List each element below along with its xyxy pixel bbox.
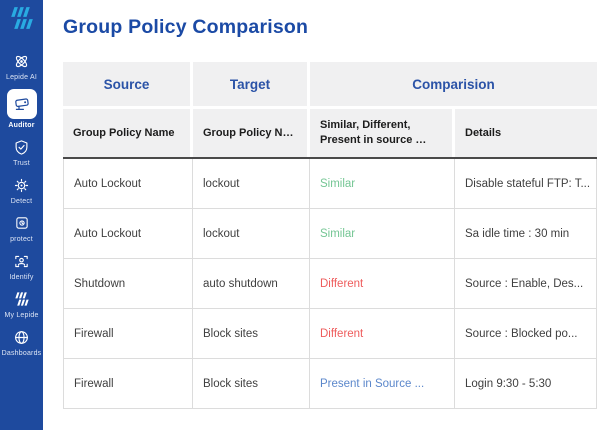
sidebar-item-label: Lepide AI	[6, 74, 37, 81]
sidebar-item-label: Auditor	[8, 122, 35, 129]
sidebar-item-label: Dashboards	[1, 350, 42, 357]
cell-details: Source : Enable, Des...	[455, 259, 597, 309]
cell-source-policy-name: Auto Lockout	[63, 159, 193, 209]
sidebar-item-lepide-ai[interactable]: Lepide AI	[0, 51, 43, 81]
table-row[interactable]: Auto Lockout lockout Similar Sa idle time :…	[63, 209, 597, 259]
column-header-group-policy-n-: Group Policy N…	[193, 109, 310, 157]
group-header-comparision: Comparision	[310, 62, 597, 106]
cell-target-policy-name: Block sites	[193, 359, 310, 409]
cell-target-policy-name: lockout	[193, 159, 310, 209]
comparison-table: Source Target Comparision Group Policy Nam…	[63, 62, 597, 409]
cell-comparison-status: Present in Source ...	[310, 359, 455, 409]
sidebar-item-detect[interactable]: Detect	[0, 175, 43, 205]
group-header-target: Target	[193, 62, 310, 106]
sidebar-item-dashboards[interactable]: Dashboards	[0, 327, 43, 357]
sidebar: Lepide AI Auditor Trust Detect protect	[0, 0, 43, 430]
sidebar-item-label: Trust	[13, 160, 30, 167]
column-header-group-policy-name: Group Policy Name	[63, 109, 193, 157]
sidebar-item-label: My Lepide	[4, 312, 39, 319]
sidebar-item-trust[interactable]: Trust	[0, 137, 43, 167]
sidebar-item-label: protect	[10, 236, 33, 243]
sidebar-item-identify[interactable]: Identify	[0, 251, 43, 281]
cell-source-policy-name: Firewall	[63, 359, 193, 409]
cell-details: Source : Blocked po...	[455, 309, 597, 359]
cell-target-policy-name: Block sites	[193, 309, 310, 359]
cell-comparison-status: Similar	[310, 159, 455, 209]
camera-icon	[6, 89, 37, 119]
vault-icon	[12, 213, 32, 233]
sidebar-item-label: Detect	[10, 198, 33, 205]
table-column-header-row: Group Policy Name Group Policy N… Similar,…	[63, 109, 597, 159]
globe-icon	[12, 327, 32, 347]
cell-comparison-status: Similar	[310, 209, 455, 259]
table-group-header-row: Source Target Comparision	[63, 62, 597, 106]
atom-icon	[12, 51, 32, 71]
cell-source-policy-name: Shutdown	[63, 259, 193, 309]
table-row[interactable]: Shutdown auto shutdown Different Source : E…	[63, 259, 597, 309]
table-body: Auto Lockout lockout Similar Disable statef…	[63, 159, 597, 409]
table-row[interactable]: Firewall Block sites Different Source : Blo…	[63, 309, 597, 359]
column-header-similar-different-present-in-s: Similar, Different, Present in source …	[310, 109, 455, 157]
cell-comparison-status: Different	[310, 259, 455, 309]
sidebar-item-protect[interactable]: protect	[0, 213, 43, 243]
group-header-source: Source	[63, 62, 193, 106]
cell-target-policy-name: auto shutdown	[193, 259, 310, 309]
person-scan-icon	[12, 251, 32, 271]
column-header-details: Details	[455, 109, 597, 157]
sidebar-item-auditor[interactable]: Auditor	[0, 89, 43, 129]
shield-check-icon	[12, 137, 32, 157]
cell-details: Sa idle time : 30 min	[455, 209, 597, 259]
page-title: Group Policy Comparison	[63, 16, 309, 38]
cell-source-policy-name: Firewall	[63, 309, 193, 359]
cell-comparison-status: Different	[310, 309, 455, 359]
lepide-mark-icon	[12, 289, 32, 309]
gear-icon	[12, 175, 32, 195]
lepide-logo-icon	[9, 7, 35, 34]
sidebar-item-my-lepide[interactable]: My Lepide	[0, 289, 43, 319]
sidebar-nav: Lepide AI Auditor Trust Detect protect	[0, 51, 43, 365]
cell-target-policy-name: lockout	[193, 209, 310, 259]
cell-details: Disable stateful FTP: T...	[455, 159, 597, 209]
cell-source-policy-name: Auto Lockout	[63, 209, 193, 259]
sidebar-item-label: Identify	[9, 274, 34, 281]
cell-details: Login 9:30 - 5:30	[455, 359, 597, 409]
table-row[interactable]: Auto Lockout lockout Similar Disable statef…	[63, 159, 597, 209]
table-row[interactable]: Firewall Block sites Present in Source ...…	[63, 359, 597, 409]
